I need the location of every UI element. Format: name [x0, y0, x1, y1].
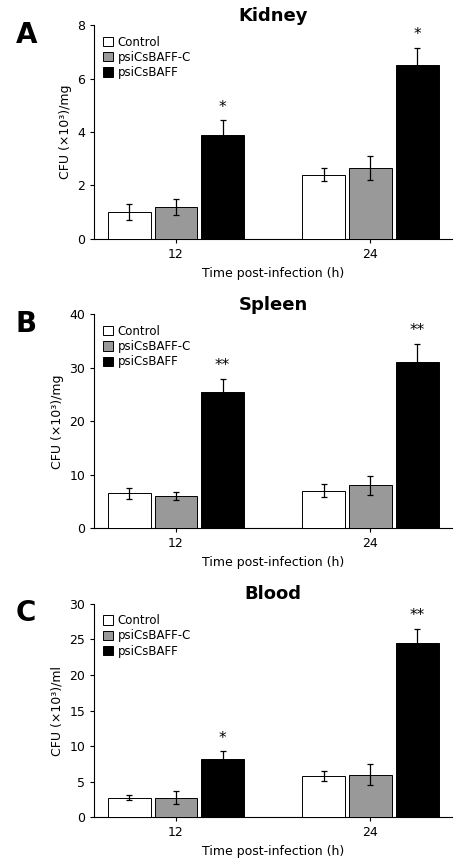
Legend: Control, psiCsBAFF-C, psiCsBAFF: Control, psiCsBAFF-C, psiCsBAFF	[100, 33, 193, 81]
Title: Spleen: Spleen	[239, 296, 308, 314]
Title: Blood: Blood	[245, 586, 302, 604]
X-axis label: Time post-infection (h): Time post-infection (h)	[202, 266, 344, 279]
Y-axis label: CFU (×10³)/ml: CFU (×10³)/ml	[51, 665, 64, 755]
Bar	[302, 490, 345, 529]
Y-axis label: CFU (×10³)/mg: CFU (×10³)/mg	[59, 85, 72, 179]
Legend: Control, psiCsBAFF-C, psiCsBAFF: Control, psiCsBAFF-C, psiCsBAFF	[100, 323, 193, 371]
Legend: Control, psiCsBAFF-C, psiCsBAFF: Control, psiCsBAFF-C, psiCsBAFF	[100, 612, 193, 660]
Text: **: **	[409, 608, 425, 623]
Bar	[396, 643, 438, 817]
Bar	[349, 168, 392, 239]
Bar	[201, 392, 244, 529]
Text: B: B	[16, 310, 37, 338]
Bar	[349, 485, 392, 529]
Y-axis label: CFU (×10³)/mg: CFU (×10³)/mg	[51, 374, 64, 469]
X-axis label: Time post-infection (h): Time post-infection (h)	[202, 556, 344, 569]
Bar	[155, 207, 197, 239]
Text: A: A	[16, 21, 37, 48]
Bar	[108, 212, 151, 239]
Bar	[108, 493, 151, 529]
Text: *: *	[413, 28, 421, 42]
Text: **: **	[215, 358, 230, 373]
Text: *: *	[219, 99, 226, 115]
Text: C: C	[16, 599, 36, 627]
Bar	[201, 135, 244, 239]
Title: Kidney: Kidney	[239, 7, 308, 25]
X-axis label: Time post-infection (h): Time post-infection (h)	[202, 845, 344, 858]
Bar	[108, 798, 151, 817]
Text: **: **	[409, 324, 425, 338]
Bar	[349, 775, 392, 817]
Bar	[201, 759, 244, 817]
Bar	[155, 798, 197, 817]
Bar	[396, 65, 438, 239]
Bar	[302, 175, 345, 239]
Bar	[155, 497, 197, 529]
Bar	[396, 362, 438, 529]
Text: *: *	[219, 731, 226, 746]
Bar	[302, 776, 345, 817]
